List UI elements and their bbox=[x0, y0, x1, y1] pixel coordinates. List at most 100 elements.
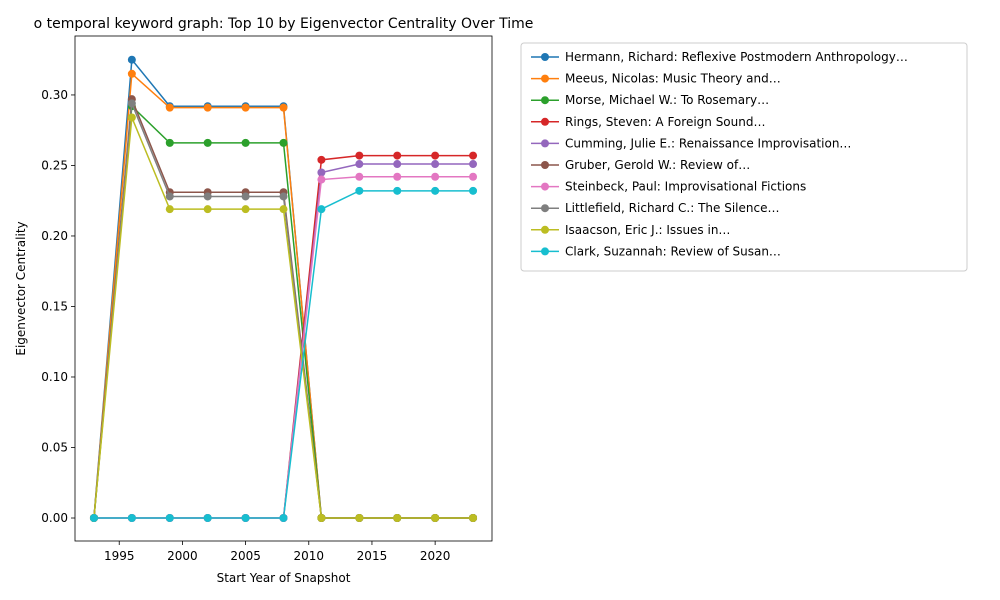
legend-label: Steinbeck, Paul: Improvisational Fiction… bbox=[565, 180, 806, 194]
legend-swatch-marker bbox=[541, 161, 549, 169]
legend-swatch-marker bbox=[541, 117, 549, 126]
data-point bbox=[241, 103, 250, 112]
y-tick-label: 0.05 bbox=[41, 441, 68, 455]
legend-entry: Isaacson, Eric J.: Issues in… bbox=[531, 223, 730, 237]
data-point bbox=[355, 151, 364, 160]
data-point bbox=[393, 186, 402, 195]
data-point bbox=[469, 151, 478, 160]
data-point bbox=[279, 205, 288, 214]
series-9 bbox=[89, 113, 478, 523]
legend-entry: Hermann, Richard: Reflexive Postmodern A… bbox=[531, 50, 908, 64]
legend-frame bbox=[520, 42, 968, 272]
data-point bbox=[431, 514, 440, 523]
x-tick-label: 2020 bbox=[420, 549, 451, 563]
data-point bbox=[203, 514, 212, 523]
legend-entry: Rings, Steven: A Foreign Sound… bbox=[531, 115, 765, 129]
data-point bbox=[203, 192, 212, 201]
y-tick-label: 0.25 bbox=[41, 158, 68, 172]
legend-swatch-marker bbox=[541, 96, 549, 105]
legend-label: Cumming, Julie E.: Renaissance Improvisa… bbox=[565, 136, 851, 150]
legend-entry: Gruber, Gerold W.: Review of… bbox=[531, 158, 750, 172]
legend-entry: Meeus, Nicolas: Music Theory and… bbox=[531, 72, 781, 86]
data-point bbox=[127, 99, 136, 108]
legend-label: Hermann, Richard: Reflexive Postmodern A… bbox=[565, 50, 908, 64]
legend-label: Clark, Suzannah: Review of Susan… bbox=[565, 244, 781, 258]
data-point bbox=[203, 138, 212, 147]
data-point bbox=[469, 172, 478, 181]
data-point bbox=[241, 192, 250, 201]
data-point bbox=[241, 138, 250, 147]
data-point bbox=[317, 175, 326, 184]
x-tick-label: 1995 bbox=[104, 549, 135, 563]
y-tick-label: 0.30 bbox=[41, 88, 68, 102]
data-point bbox=[165, 192, 174, 201]
data-point bbox=[317, 514, 326, 523]
data-point bbox=[203, 205, 212, 214]
data-point bbox=[469, 160, 478, 169]
data-point bbox=[469, 514, 478, 523]
legend: Hermann, Richard: Reflexive Postmodern A… bbox=[520, 42, 968, 272]
data-point bbox=[431, 186, 440, 195]
data-point bbox=[127, 69, 136, 78]
data-point bbox=[393, 172, 402, 181]
data-point bbox=[165, 138, 174, 147]
data-point bbox=[127, 514, 136, 523]
legend-swatch-marker bbox=[541, 247, 549, 256]
legend-label: Gruber, Gerold W.: Review of… bbox=[565, 158, 750, 172]
legend-label: Meeus, Nicolas: Music Theory and… bbox=[565, 72, 781, 86]
x-tick-label: 2010 bbox=[293, 549, 324, 563]
data-point bbox=[355, 186, 364, 195]
x-tick-label: 2000 bbox=[167, 549, 198, 563]
data-point bbox=[279, 103, 288, 112]
y-tick-label: 0.00 bbox=[41, 511, 68, 525]
legend-swatch-marker bbox=[541, 53, 549, 61]
legend-entry: Clark, Suzannah: Review of Susan… bbox=[531, 244, 781, 258]
data-point bbox=[89, 514, 98, 523]
data-point bbox=[431, 151, 440, 160]
data-point bbox=[279, 192, 288, 201]
legend-label: Isaacson, Eric J.: Issues in… bbox=[565, 223, 730, 237]
axes-frame bbox=[74, 35, 493, 542]
data-point bbox=[279, 138, 288, 147]
data-point bbox=[127, 55, 136, 64]
y-axis-label: Eigenvector Centrality bbox=[14, 221, 28, 355]
x-axis-label: Start Year of Snapshot bbox=[217, 571, 351, 585]
data-point bbox=[165, 514, 174, 523]
legend-label: Littlefield, Richard C.: The Silence… bbox=[565, 201, 780, 215]
data-point bbox=[165, 103, 174, 112]
data-point bbox=[241, 205, 250, 214]
data-point bbox=[165, 205, 174, 214]
data-point bbox=[355, 160, 364, 169]
legend-entry: Littlefield, Richard C.: The Silence… bbox=[531, 201, 780, 215]
data-point bbox=[241, 514, 250, 523]
legend-swatch-marker bbox=[541, 74, 549, 83]
data-point bbox=[469, 186, 478, 195]
series-10 bbox=[89, 186, 478, 523]
data-point bbox=[279, 514, 288, 523]
legend-label: Morse, Michael W.: To Rosemary… bbox=[565, 93, 769, 107]
legend-swatch-marker bbox=[541, 204, 549, 213]
data-point bbox=[431, 160, 440, 169]
legend-swatch-marker bbox=[541, 225, 549, 234]
legend-swatch-marker bbox=[541, 139, 549, 148]
data-point bbox=[203, 103, 212, 112]
legend-entry: Steinbeck, Paul: Improvisational Fiction… bbox=[531, 180, 806, 194]
data-point bbox=[393, 514, 402, 523]
data-point bbox=[317, 155, 326, 164]
data-point bbox=[317, 168, 326, 177]
x-axis: 1995 2000 2005 2010 2015 2020 bbox=[104, 541, 450, 563]
data-point bbox=[317, 205, 326, 214]
y-tick-label: 0.15 bbox=[41, 299, 68, 313]
y-tick-label: 0.10 bbox=[41, 370, 68, 384]
data-point bbox=[393, 160, 402, 169]
data-point bbox=[393, 151, 402, 160]
y-axis: 0.00 0.05 0.10 0.15 0.20 0.25 0.30 bbox=[41, 88, 75, 525]
data-point bbox=[355, 514, 364, 523]
legend-entry: Cumming, Julie E.: Renaissance Improvisa… bbox=[531, 136, 851, 150]
x-tick-label: 2005 bbox=[230, 549, 261, 563]
plot-area bbox=[89, 55, 478, 523]
legend-swatch-marker bbox=[541, 182, 549, 191]
data-point bbox=[355, 172, 364, 181]
data-point bbox=[127, 113, 136, 122]
